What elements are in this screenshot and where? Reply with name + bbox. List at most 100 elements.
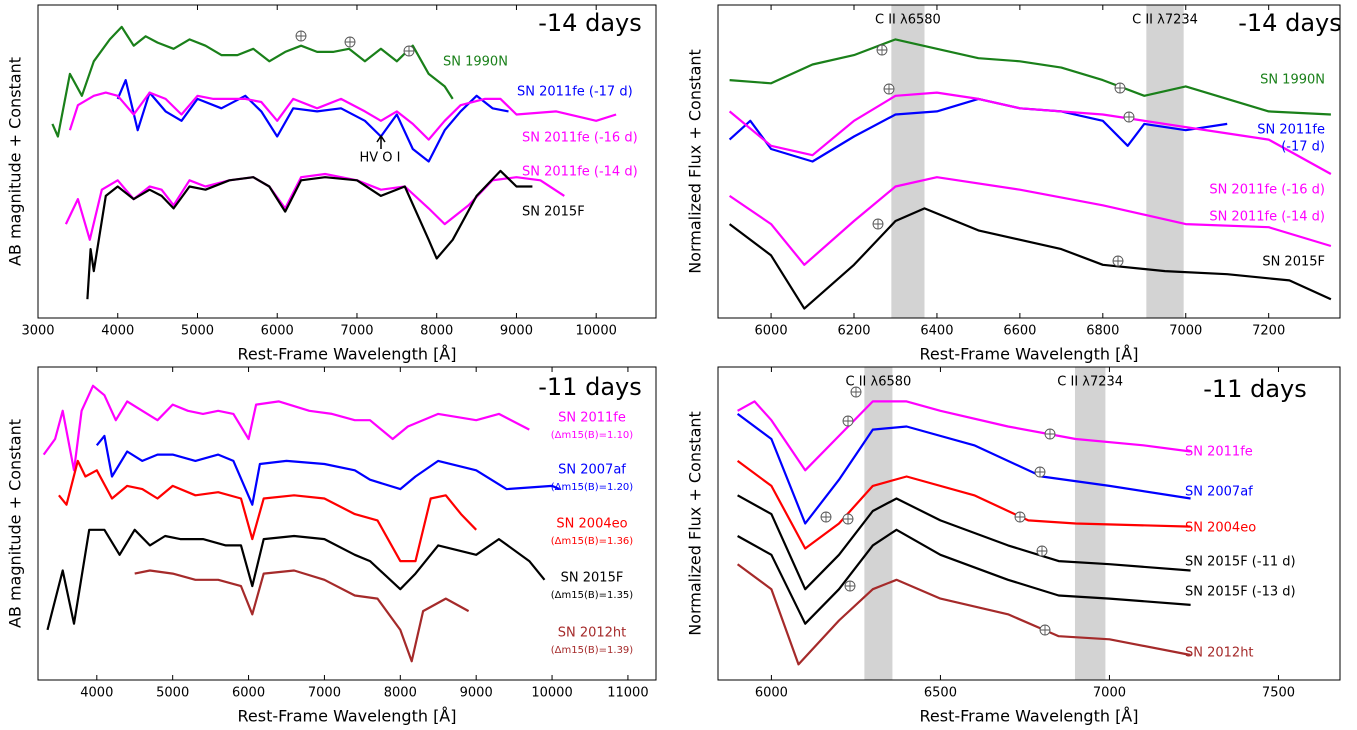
panel-title: -14 days	[538, 9, 641, 37]
telluric-symbol	[821, 512, 831, 522]
x-tick-label: 5000	[156, 686, 189, 701]
series-note: (Δm15(B)=1.39)	[551, 645, 634, 656]
telluric-symbol	[851, 387, 861, 397]
spectrum-line	[728, 176, 1332, 266]
x-tick-label: 6400	[920, 324, 953, 339]
x-tick-label: 6200	[837, 324, 870, 339]
plot-frame	[717, 4, 1341, 319]
series-label: SN 1990N	[1260, 73, 1325, 88]
annotation-arrow	[376, 134, 386, 149]
series-label: SN 2007af	[558, 463, 626, 478]
series-label: SN 2011fe	[1257, 123, 1325, 138]
x-tick-label: 7000	[308, 686, 341, 701]
x-tick-label: 9000	[500, 324, 533, 339]
panel: 4000 5000 6000 7000 8000 9000 10000 11000 Rest-F…	[6, 366, 657, 726]
x-tick-label: 10000	[576, 324, 617, 339]
series-label: SN 2015F (-13 d)	[1185, 585, 1296, 600]
spectrum-line	[42, 384, 530, 472]
series-label: SN 2011fe (-14 d)	[522, 165, 638, 180]
x-tick-label: 6000	[232, 686, 265, 701]
spectrum-line	[95, 434, 561, 506]
panel: C II λ6580 C II λ7234 6000 6200 6400 6600 6800…	[686, 4, 1342, 364]
telluric-symbol	[1124, 112, 1134, 122]
x-tick-label: 8000	[420, 324, 453, 339]
annotation: HV O I	[360, 151, 401, 166]
series-label: SN 2015F	[561, 571, 624, 586]
spectrum-line	[736, 413, 1191, 525]
telluric-symbol	[404, 46, 414, 56]
x-tick-label: 5000	[181, 324, 214, 339]
telluric-symbol	[843, 416, 853, 426]
x-tick-label: 6600	[1003, 324, 1036, 339]
series-label: SN 2011fe (-16 d)	[1209, 183, 1325, 198]
x-tick-label: 6000	[755, 324, 788, 339]
series-label: SN 1990N	[443, 55, 508, 70]
telluric-symbol	[1035, 467, 1045, 477]
shaded-band	[864, 367, 893, 680]
series-note: (Δm15(B)=1.10)	[551, 430, 634, 441]
band-label: C II λ7234	[1057, 375, 1123, 390]
x-tick-label: 7200	[1252, 324, 1285, 339]
x-axis-label: Rest-Frame Wavelength [Å]	[920, 707, 1139, 726]
telluric-symbol	[884, 84, 894, 94]
series-note: (Δm15(B)=1.20)	[551, 482, 634, 493]
band-label: C II λ6580	[875, 13, 941, 28]
series-label: SN 2004eo	[1185, 521, 1256, 536]
telluric-symbol	[345, 37, 355, 47]
series-label: SN 2012ht	[558, 626, 627, 641]
panel-title: -11 days	[1203, 375, 1306, 403]
panel-title: -14 days	[1238, 9, 1341, 37]
series-label: SN 2011fe (-16 d)	[522, 131, 638, 146]
shaded-band	[891, 5, 925, 318]
x-tick-label: 7500	[1262, 686, 1295, 701]
series-label: SN 2011fe	[1185, 445, 1253, 460]
telluric-symbol	[873, 219, 883, 229]
telluric-symbol	[1037, 546, 1047, 556]
spectrum-line	[737, 528, 1191, 625]
spectrum-line	[736, 563, 1191, 666]
series-label: SN 2012ht	[1185, 646, 1254, 661]
spectrum-line	[116, 79, 509, 163]
spectrum-line	[68, 91, 617, 141]
y-axis-label: AB magnitude + Constant	[6, 419, 25, 628]
series-label: SN 2015F	[1262, 255, 1325, 270]
shaded-band	[1146, 5, 1184, 318]
telluric-symbol	[877, 45, 887, 55]
spectrum-line	[86, 169, 533, 300]
spectrum-line	[51, 25, 454, 138]
telluric-symbol	[1113, 256, 1123, 266]
series-label: SN 2011fe	[558, 411, 626, 426]
panel: 3000 4000 5000 6000 7000 8000 9000 10000 Rest-Fr…	[6, 4, 657, 364]
y-axis-label: Normalized Flux + Constant	[686, 411, 705, 636]
x-tick-label: 8000	[384, 686, 417, 701]
spectrum-line	[729, 38, 1331, 116]
spectrum-line	[737, 494, 1191, 591]
y-axis-label: AB magnitude + Constant	[6, 57, 25, 266]
x-tick-label: 4000	[80, 686, 113, 701]
x-axis-label: Rest-Frame Wavelength [Å]	[238, 345, 457, 364]
telluric-symbol	[1040, 625, 1050, 635]
telluric-symbol	[845, 581, 855, 591]
band-label: C II λ6580	[846, 375, 912, 390]
x-tick-label: 6500	[924, 686, 957, 701]
x-tick-label: 7000	[1093, 686, 1126, 701]
telluric-symbol	[1015, 512, 1025, 522]
plot-frame	[37, 4, 657, 319]
x-tick-label: 9000	[460, 686, 493, 701]
panel: C II λ6580 C II λ7234 6000 6500 7000 7500 Rest…	[686, 366, 1341, 726]
x-tick-label: 4000	[101, 324, 134, 339]
series-label: SN 2015F	[522, 205, 585, 220]
telluric-symbol	[296, 31, 306, 41]
y-axis-label: Normalized Flux + Constant	[686, 49, 705, 274]
spectrum-line	[58, 459, 477, 563]
spectrum-line	[736, 460, 1191, 550]
x-tick-label: 7000	[1169, 324, 1202, 339]
x-tick-label: 3000	[21, 324, 54, 339]
series-label: SN 2011fe (-17 d)	[517, 85, 633, 100]
series-label: SN 2007af	[1185, 485, 1253, 500]
x-axis-label: Rest-Frame Wavelength [Å]	[238, 707, 457, 726]
series-note: (Δm15(B)=1.35)	[551, 590, 634, 601]
x-tick-label: 6000	[261, 324, 294, 339]
x-tick-label: 6000	[755, 686, 788, 701]
